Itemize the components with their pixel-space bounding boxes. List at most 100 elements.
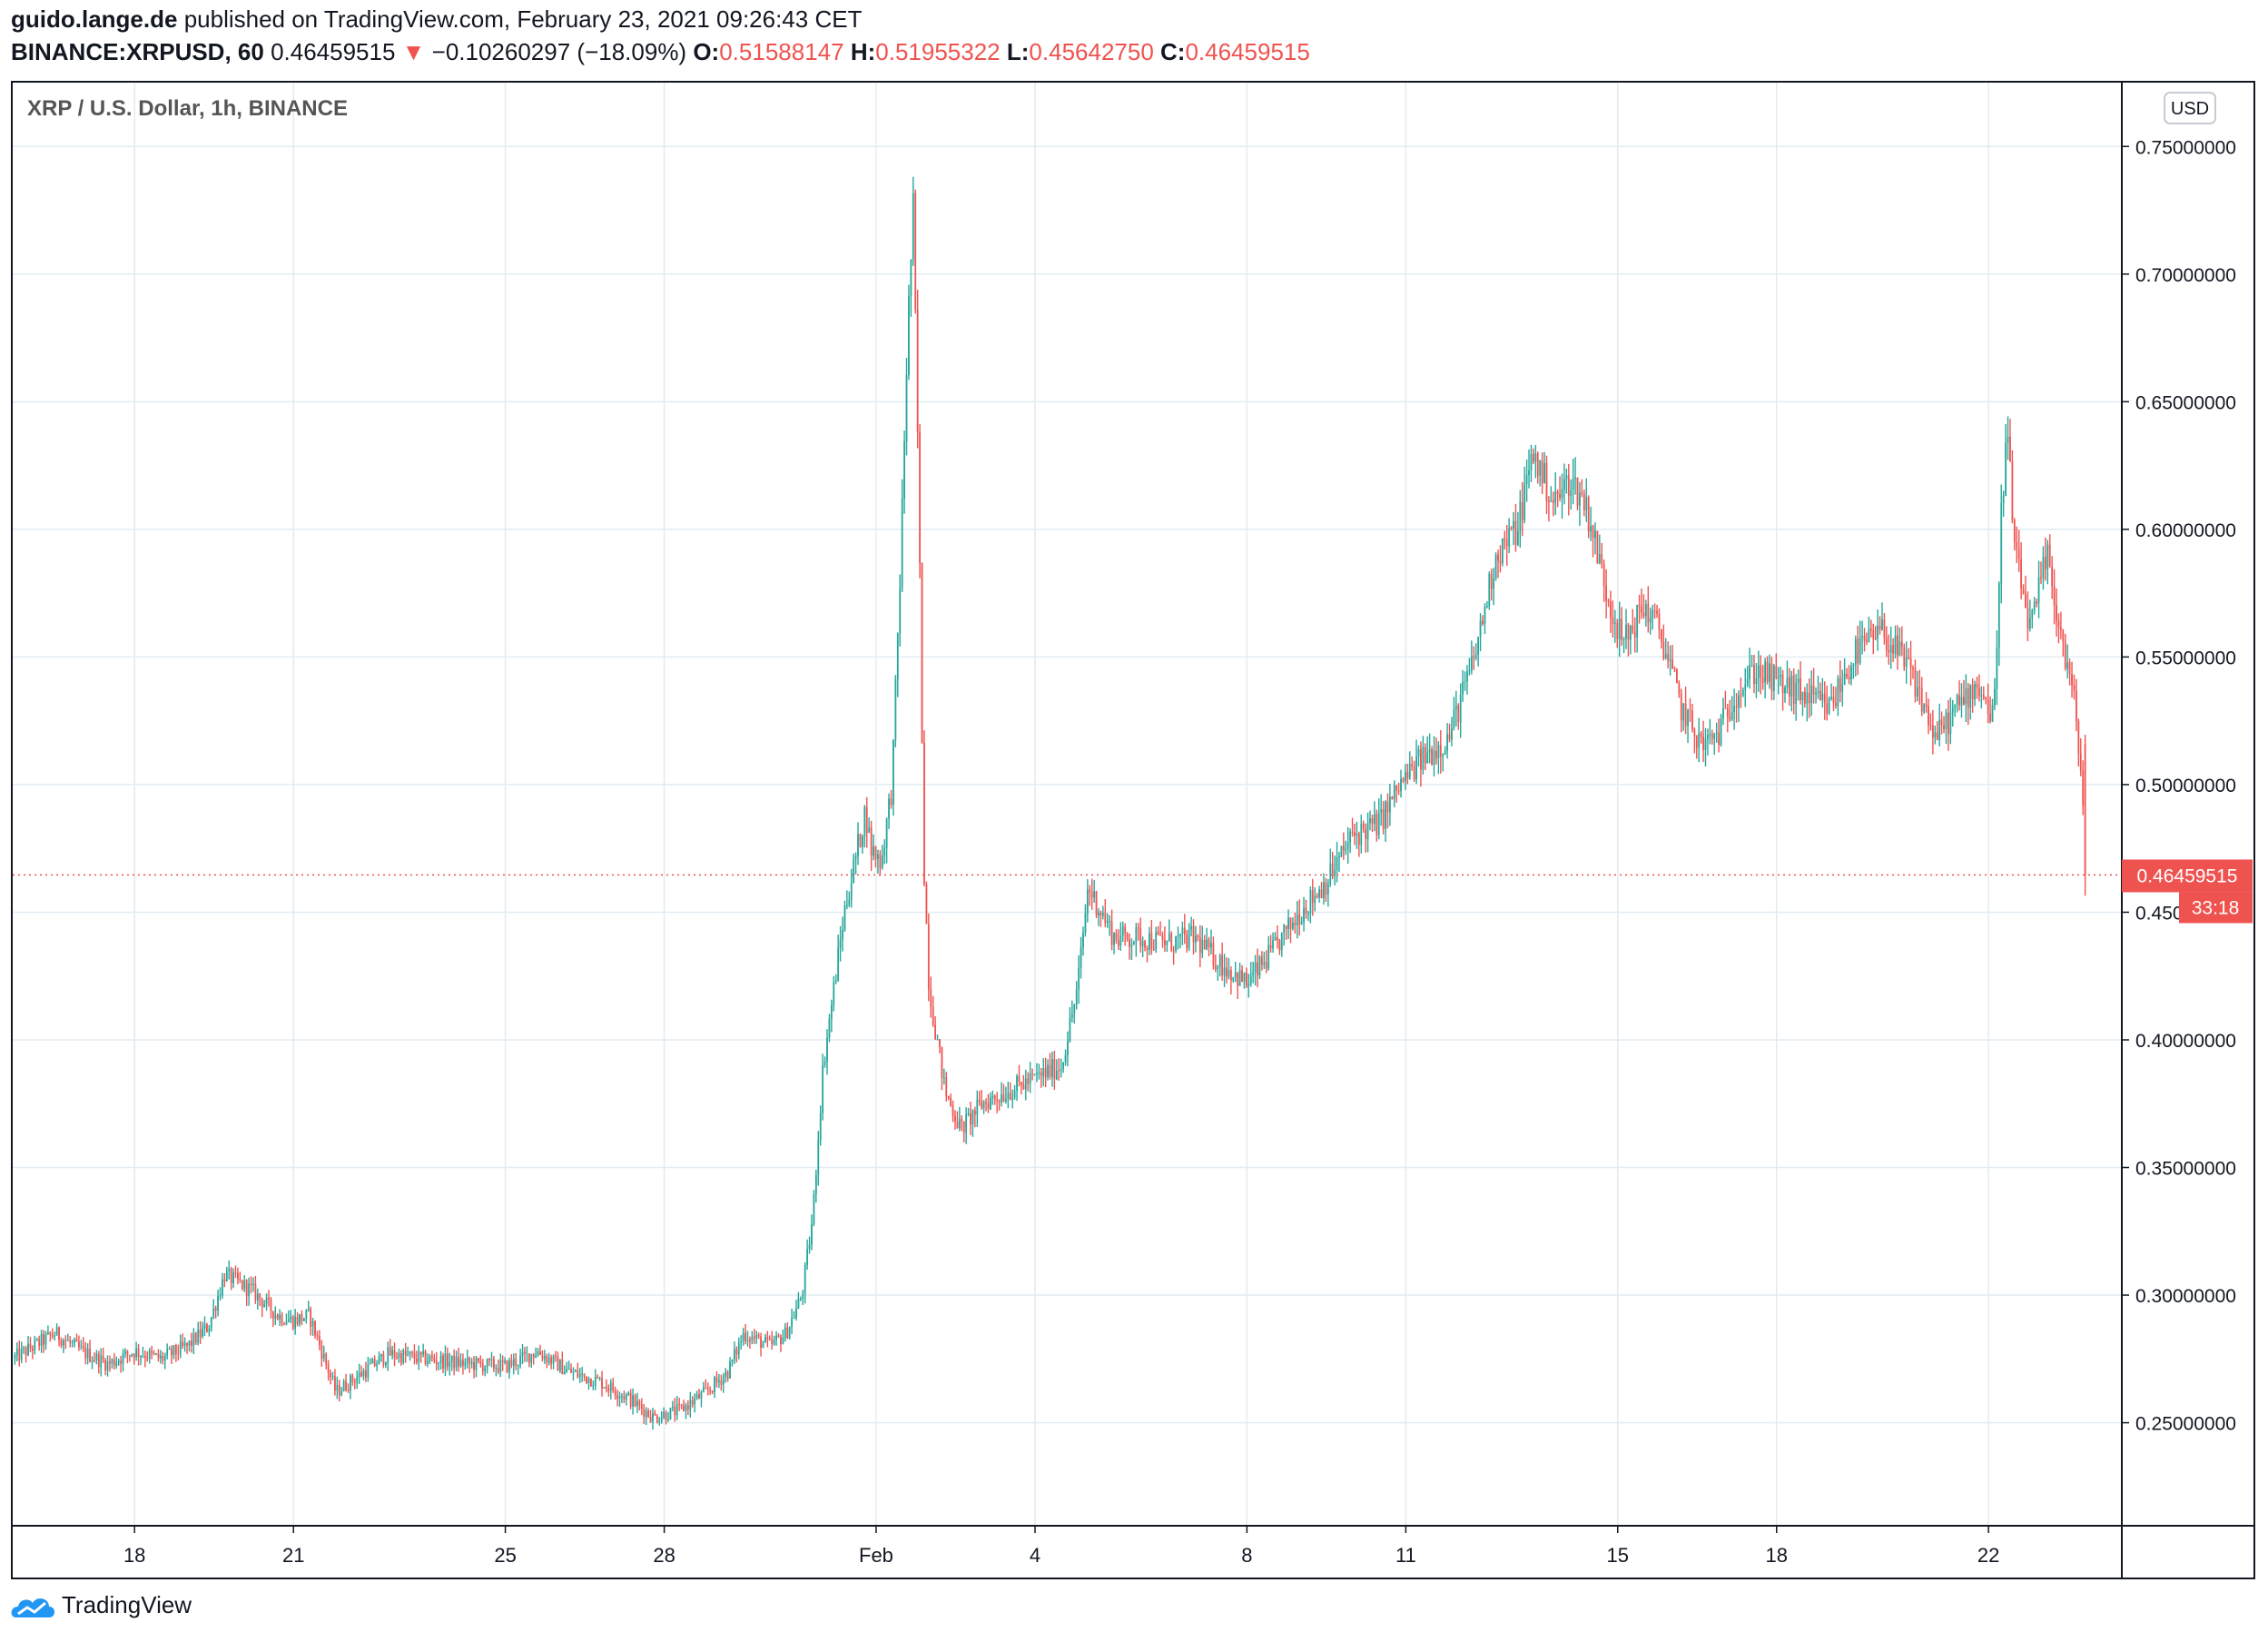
candle-body <box>532 1354 535 1358</box>
brand[interactable]: TradingView <box>11 1591 192 1619</box>
candle-body <box>1309 890 1312 914</box>
candle-body <box>1183 927 1186 935</box>
tradingview-cloud-icon <box>11 1597 54 1617</box>
candle-body <box>1501 539 1504 564</box>
candle-body <box>1126 933 1129 940</box>
candle-body <box>1956 695 1958 705</box>
candle-body <box>1548 501 1550 503</box>
candle-body <box>1177 935 1179 937</box>
close-value: 0.46459515 <box>1185 38 1310 65</box>
candle-body <box>1150 933 1153 950</box>
candle-body <box>539 1351 541 1355</box>
candle-body <box>1433 750 1435 765</box>
x-tick-label: 4 <box>1030 1544 1040 1567</box>
candle-body <box>1252 972 1255 975</box>
candle-body <box>654 1413 656 1416</box>
candle-body <box>422 1350 425 1355</box>
candle-body <box>1485 606 1488 608</box>
candle-body <box>751 1336 754 1341</box>
candle-body <box>1161 935 1164 940</box>
candle-body <box>1931 725 1934 738</box>
candle-body <box>830 1004 833 1019</box>
candle-body <box>299 1314 301 1324</box>
candle-body <box>353 1381 356 1383</box>
candle-body <box>1821 693 1824 701</box>
candle-body <box>526 1353 528 1355</box>
price-axis[interactable]: 0.25000000 0.30000000 0.35000000 0.40000000… <box>2122 137 2236 1435</box>
candle-body <box>256 1293 259 1301</box>
grid <box>13 83 2121 1525</box>
candle-body <box>40 1334 43 1346</box>
candle-body <box>1883 619 1886 638</box>
candle-body <box>493 1359 495 1369</box>
candle-body <box>1349 831 1352 843</box>
candle-body <box>245 1280 248 1296</box>
candle-body <box>722 1376 725 1385</box>
candle-body <box>689 1400 692 1410</box>
candle-body <box>1408 763 1411 779</box>
candle-body <box>1625 624 1627 639</box>
candle-body <box>2022 589 2025 595</box>
candle-body <box>996 1099 999 1102</box>
candle-body <box>94 1360 95 1361</box>
candle-body <box>1967 687 1969 708</box>
candle-body <box>1711 734 1713 739</box>
candle-body <box>612 1382 615 1391</box>
candle-body <box>1060 1068 1062 1072</box>
candle-body <box>1479 620 1482 638</box>
candle-body <box>2064 641 2066 668</box>
candle-body <box>1770 663 1773 691</box>
candle-body <box>1536 453 1539 476</box>
candle-body <box>1082 932 1084 947</box>
candle-body <box>652 1413 654 1422</box>
candle-body <box>1369 818 1371 824</box>
candle-body <box>389 1347 391 1356</box>
candle-body <box>1149 933 1150 950</box>
candle-body <box>912 193 914 261</box>
candle-body <box>557 1356 559 1371</box>
candle-body <box>1664 653 1667 658</box>
candle-body <box>153 1352 155 1354</box>
candle-body <box>1382 809 1385 829</box>
candle-body <box>958 1119 961 1129</box>
candle-body <box>318 1336 320 1346</box>
candle-body <box>1715 732 1718 734</box>
candle-body <box>1934 732 1937 738</box>
candle-body <box>2025 594 2026 608</box>
candle-body <box>1815 693 1817 695</box>
candle-body <box>217 1296 219 1311</box>
candle-body <box>757 1334 760 1337</box>
candle-body <box>1545 462 1548 502</box>
candle-body <box>1929 725 1932 727</box>
candle-body <box>1263 962 1266 965</box>
candlestick-chart[interactable]: 0.25000000 0.30000000 0.35000000 0.40000000… <box>0 0 2268 1585</box>
candle-body <box>1971 685 1974 699</box>
candle-body <box>755 1334 758 1339</box>
currency-label: USD <box>2171 99 2209 119</box>
candle-body <box>854 856 857 860</box>
candle-body <box>742 1332 744 1341</box>
candle-body <box>1124 926 1127 934</box>
candle-body <box>1005 1098 1007 1102</box>
candle-body <box>597 1376 599 1379</box>
candle-body <box>2079 753 2082 771</box>
time-axis[interactable]: 18 21 25 28 Feb 4 8 11 15 18 22 <box>123 1526 1999 1567</box>
candle-body <box>1197 935 1199 938</box>
price-badge-text: 0.46459515 <box>2137 866 2238 886</box>
candle-body <box>660 1417 663 1422</box>
candle-body <box>1923 704 1926 712</box>
candle-body <box>1744 684 1747 690</box>
author-name[interactable]: guido.lange.de <box>11 5 178 33</box>
candle-body <box>950 1097 952 1106</box>
candle-body <box>936 1039 939 1041</box>
candle-body <box>717 1380 720 1382</box>
candle-body <box>1726 707 1729 717</box>
candle-body <box>1622 638 1625 640</box>
currency-button[interactable]: USD <box>2164 92 2216 124</box>
candle-body <box>27 1343 29 1356</box>
candle-body <box>686 1405 689 1410</box>
candle-body <box>1505 539 1508 547</box>
candle-body <box>515 1359 518 1366</box>
candle-body <box>773 1340 775 1344</box>
candle-body <box>1700 733 1702 737</box>
